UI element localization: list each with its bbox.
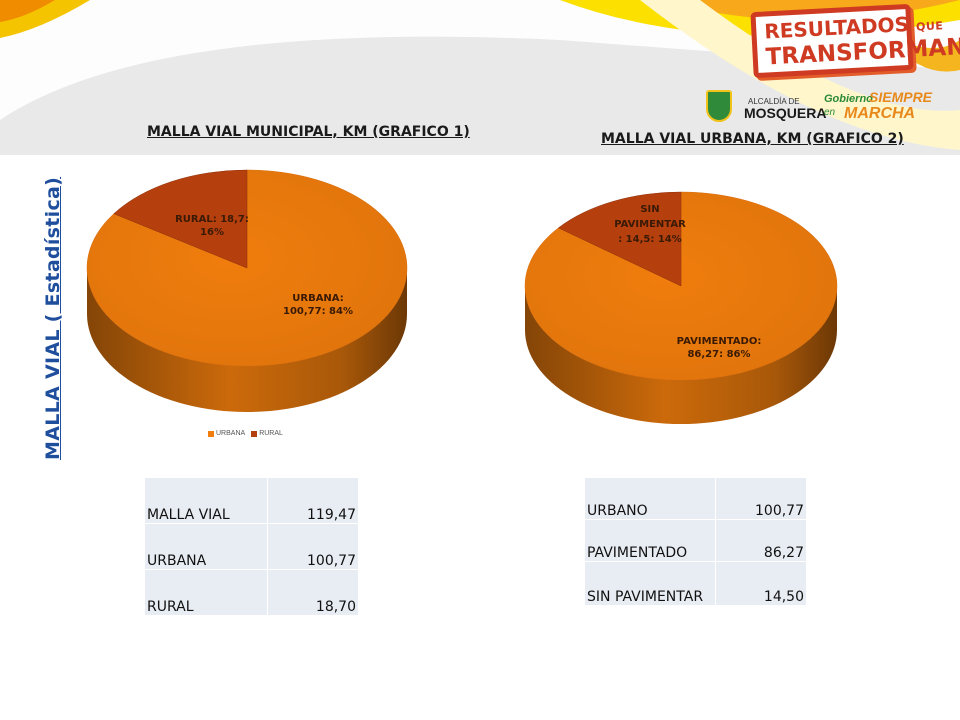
legend-swatch [251, 430, 258, 437]
row-label: URBANA [144, 523, 268, 570]
row-value: 100,77 [267, 523, 359, 570]
row-value: 100,77 [715, 477, 807, 520]
en-text: en [824, 107, 836, 118]
row-value: 14,50 [715, 561, 807, 606]
pie-charts: URBANA: 100,77: 84% RURAL: 18,7: 16% PAVIMEN… [86, 169, 838, 424]
row-value: 119,47 [267, 477, 359, 524]
malla-vial-urbana-table: URBANO 100,77 PAVIMENTADO 86,27 SIN PAVIMENT… [584, 477, 807, 606]
chart-1-legend: URBANA RURAL [208, 430, 283, 437]
pie-1-data-label-1: URBANA: 100,77: 84% [283, 293, 353, 317]
alcaldia-de-text: ALCALDÍA DE [748, 97, 800, 106]
pie-chart-1: URBANA: 100,77: 84% RURAL: 18,7: 16% [86, 169, 408, 412]
chart-1-title: MALLA VIAL MUNICIPAL, KM (GRAFICO 1) [147, 124, 470, 140]
legend-label: RURAL [259, 430, 283, 437]
pie-2-data-label-1: PAVIMENTADO: 86,27: 86% [677, 336, 762, 360]
row-label: PAVIMENTADO [584, 519, 716, 562]
legend-item: RURAL [251, 430, 283, 437]
legend-label: URBANA [216, 430, 246, 437]
gobierno-siempre-en-marcha-logo: Gobierno SIEMPRE en MARCHA [824, 88, 944, 128]
row-label: URBANO [584, 477, 716, 520]
table-row: SIN PAVIMENTAR 14,50 [584, 561, 807, 606]
table-row: MALLA VIAL 119,47 [144, 477, 359, 524]
legend-item: URBANA [208, 430, 245, 437]
mosquera-text: MOSQUERA [744, 105, 827, 121]
table-row: PAVIMENTADO 86,27 [584, 519, 807, 562]
pie-2-slice-sin-pavimentar [557, 191, 682, 287]
pie-chart-2: PAVIMENTADO: 86,27: 86% SIN PAVIMENTAR: 14,… [524, 191, 838, 424]
table-row: URBANO 100,77 [584, 477, 807, 520]
siempre-text: SIEMPRE [869, 89, 933, 105]
marcha-text: MARCHA [844, 105, 916, 122]
pie-1-data-label-2: RURAL: 18,7: 16% [175, 214, 249, 238]
pie-1-slice-rural [113, 169, 248, 269]
row-label: RURAL [144, 569, 268, 616]
legend-swatch [208, 430, 214, 437]
row-value: 86,27 [715, 519, 807, 562]
row-label: MALLA VIAL [144, 477, 268, 524]
table-row: URBANA 100,77 [144, 523, 359, 570]
malla-vial-municipal-table: MALLA VIAL 119,47 URBANA 100,77 RURAL 18,70 [144, 477, 359, 616]
pie-2-data-label-2: SIN PAVIMENTAR: 14,5: 14% [614, 204, 686, 245]
row-value: 18,70 [267, 569, 359, 616]
shield-icon [706, 90, 732, 122]
gobierno-text: Gobierno [824, 93, 873, 105]
chart-2-title: MALLA VIAL URBANA, KM (GRAFICO 2) [601, 131, 904, 147]
row-label: SIN PAVIMENTAR [584, 561, 716, 606]
pie-2-side [525, 286, 837, 424]
table-row: RURAL 18,70 [144, 569, 359, 616]
pie-1-side [87, 268, 407, 412]
